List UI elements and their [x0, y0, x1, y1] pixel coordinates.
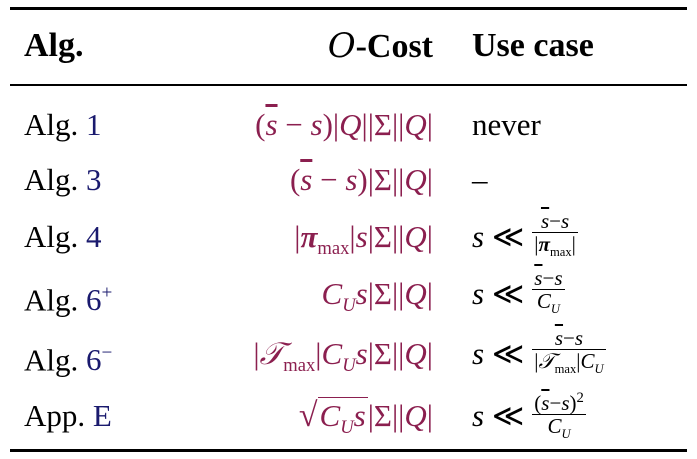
- table-row: Alg. 1 (s − s)|Q||Σ||Q| never: [0, 98, 697, 152]
- use-case-cell: –: [472, 162, 488, 197]
- alg-cell: Alg. 6−: [24, 342, 113, 378]
- alg-ref-link[interactable]: 6−: [86, 342, 113, 378]
- bottom-rule: [10, 449, 687, 452]
- use-case-fraction: s−s |𝒯max|CU: [532, 326, 606, 377]
- table-row: App. E √CUs|Σ||Q| s ≪ (s−s)2 CU: [0, 389, 697, 443]
- alg-cell: Alg. 6+: [24, 282, 113, 318]
- cost-cell: √CUs|Σ||Q|: [299, 389, 433, 455]
- alg-ref-link[interactable]: 3: [86, 162, 102, 197]
- header-cost-O: O: [327, 26, 356, 66]
- cost-cell: (s − s)|Q||Σ||Q|: [255, 107, 433, 142]
- use-case-cell: s ≪ (s−s)2 CU: [472, 389, 586, 443]
- use-case-fraction: s−s |πmax|: [532, 209, 578, 260]
- table-row: Alg. 3 (s − s)|Σ||Q| –: [0, 153, 697, 207]
- header-cost-suffix: -Cost: [355, 28, 433, 65]
- alg-ref-link[interactable]: E: [92, 398, 112, 433]
- use-case-cell: never: [472, 107, 541, 142]
- alg-ref-link[interactable]: 1: [86, 107, 102, 142]
- alg-cell: Alg. 1: [24, 107, 102, 142]
- sqrt-symbol: √CUs: [298, 397, 368, 439]
- use-case-cell: s ≪ s−s |πmax|: [472, 210, 578, 264]
- use-case-fraction: (s−s)2 CU: [532, 389, 586, 442]
- table-row: Alg. 4 |πmax|s|Σ||Q| s ≪ s−s |πmax|: [0, 210, 697, 264]
- use-case-fraction: s−s CU: [532, 266, 565, 317]
- table-row: Alg. 6− |𝒯max|CUs|Σ||Q| s ≪ s−s |𝒯max|CU: [0, 327, 697, 381]
- cost-cell: |𝒯max|CUs|Σ||Q|: [253, 336, 433, 377]
- alg-ref-link[interactable]: 4: [86, 219, 102, 254]
- header-use-case: Use case: [472, 27, 594, 64]
- cost-cell: |πmax|s|Σ||Q|: [294, 219, 433, 260]
- alg-cell: Alg. 4: [24, 219, 102, 254]
- use-case-cell: s ≪ s−s CU: [472, 267, 565, 321]
- cost-cell: CUs|Σ||Q|: [321, 276, 433, 317]
- alg-ref-link[interactable]: 6+: [86, 282, 113, 318]
- alg-cell: Alg. 3: [24, 162, 102, 197]
- table-row: Alg. 6+ CUs|Σ||Q| s ≪ s−s CU: [0, 267, 697, 321]
- top-rule: [10, 7, 687, 10]
- header-cost: O-Cost: [328, 26, 433, 67]
- alg-cell: App. E: [24, 398, 112, 433]
- mid-rule: [10, 84, 687, 86]
- header-alg: Alg.: [24, 27, 84, 64]
- use-case-cell: s ≪ s−s |𝒯max|CU: [472, 327, 606, 381]
- cost-cell: (s − s)|Σ||Q|: [289, 162, 433, 197]
